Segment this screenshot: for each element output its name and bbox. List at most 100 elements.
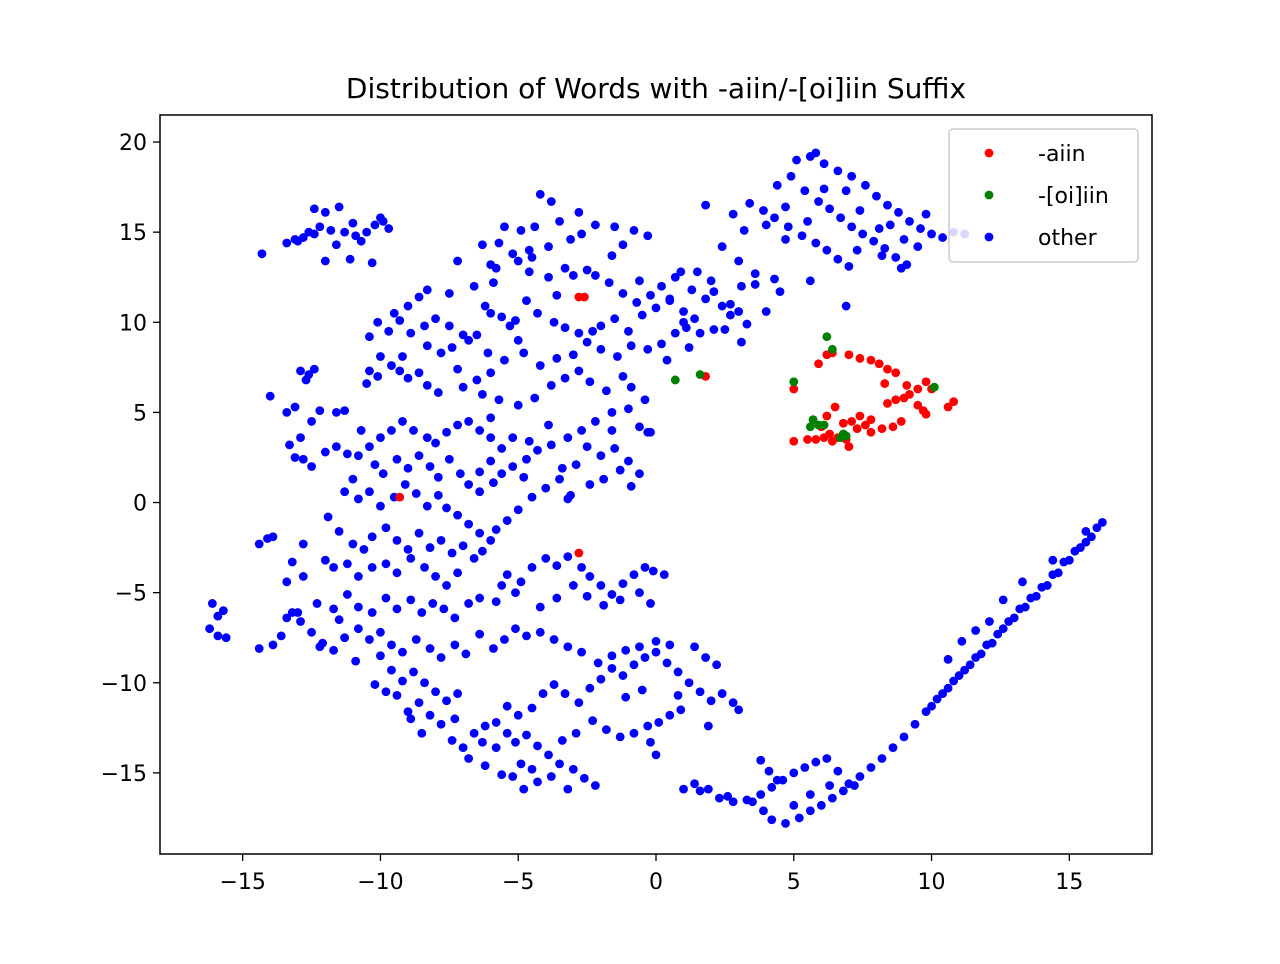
- data-point: [635, 422, 644, 432]
- data-point: [852, 245, 862, 255]
- data-point: [304, 227, 314, 237]
- data-point: [844, 442, 854, 452]
- data-point: [822, 754, 832, 763]
- data-point: [367, 258, 377, 268]
- data-point: [855, 353, 865, 363]
- data-point: [362, 227, 372, 237]
- data-point: [651, 750, 661, 760]
- data-point: [436, 719, 446, 729]
- data-point: [293, 608, 303, 617]
- data-point: [478, 389, 487, 399]
- data-point: [431, 438, 440, 448]
- chart-title: Distribution of Words with -aiin/-[oi]ii…: [346, 72, 966, 105]
- data-point: [783, 222, 793, 232]
- data-point: [500, 222, 509, 232]
- data-point: [563, 494, 573, 504]
- data-point: [706, 276, 716, 286]
- data-point: [381, 687, 391, 697]
- data-point: [323, 512, 333, 522]
- data-point: [365, 487, 374, 497]
- data-point: [433, 472, 443, 482]
- data-point: [624, 456, 633, 466]
- data-point: [582, 591, 592, 601]
- data-point: [331, 240, 341, 250]
- data-point: [728, 797, 738, 807]
- data-point: [852, 424, 862, 434]
- data-point: [728, 209, 738, 219]
- data-point: [577, 426, 586, 435]
- data-point: [340, 406, 350, 415]
- data-point: [533, 741, 542, 751]
- data-point: [392, 690, 402, 700]
- data-point: [687, 285, 697, 295]
- data-point: [475, 467, 485, 477]
- data-point: [792, 155, 801, 165]
- data-point: [351, 231, 361, 241]
- data-point: [750, 269, 760, 279]
- data-point: [527, 563, 537, 572]
- data-point: [1015, 604, 1025, 614]
- data-point: [276, 631, 286, 641]
- data-point: [560, 689, 570, 698]
- data-point: [425, 543, 435, 552]
- data-point: [406, 554, 416, 563]
- data-point: [888, 743, 898, 753]
- data-point: [417, 608, 427, 617]
- data-point: [450, 613, 460, 623]
- data-point: [213, 611, 223, 621]
- data-point: [370, 680, 380, 689]
- data-point: [475, 528, 485, 538]
- data-point: [497, 312, 507, 322]
- data-point: [265, 391, 275, 401]
- data-point: [315, 406, 325, 415]
- y-tick-label: −15: [101, 762, 147, 787]
- data-point: [673, 690, 683, 700]
- data-point: [307, 462, 316, 471]
- data-point: [458, 541, 468, 551]
- data-point: [409, 667, 418, 677]
- data-point: [761, 220, 771, 230]
- data-point: [453, 689, 462, 698]
- data-point: [478, 546, 487, 556]
- data-point: [582, 337, 592, 347]
- data-point: [340, 487, 350, 497]
- data-point: [1037, 582, 1047, 592]
- data-point: [670, 272, 680, 282]
- data-point: [268, 532, 278, 542]
- data-point: [602, 725, 611, 735]
- data-point: [384, 326, 394, 336]
- data-point: [720, 325, 730, 334]
- data-point: [643, 344, 653, 354]
- data-point: [511, 588, 520, 598]
- data-point: [775, 287, 785, 297]
- data-point: [913, 384, 923, 394]
- data-point: [574, 207, 584, 217]
- data-point: [568, 581, 578, 590]
- data-point: [637, 310, 647, 320]
- data-point: [866, 427, 876, 437]
- data-point: [1086, 532, 1096, 542]
- data-point: [938, 233, 947, 242]
- data-point: [880, 243, 890, 253]
- data-point: [453, 256, 462, 266]
- data-point: [513, 710, 523, 720]
- data-point: [541, 554, 551, 563]
- data-point: [425, 462, 435, 471]
- data-point: [811, 238, 821, 248]
- data-point: [282, 577, 292, 587]
- data-point: [588, 326, 598, 336]
- data-point: [643, 231, 653, 241]
- data-point: [420, 563, 429, 572]
- data-point: [737, 281, 746, 291]
- data-point: [836, 213, 846, 223]
- legend: -aiin -[oi]iin other: [948, 128, 1139, 263]
- data-point: [684, 343, 694, 352]
- data-point: [954, 671, 964, 680]
- data-point: [885, 220, 895, 230]
- data-point: [607, 663, 617, 673]
- data-point: [403, 707, 413, 717]
- data-point: [629, 728, 639, 738]
- data-point: [819, 184, 829, 194]
- data-point: [1004, 617, 1014, 626]
